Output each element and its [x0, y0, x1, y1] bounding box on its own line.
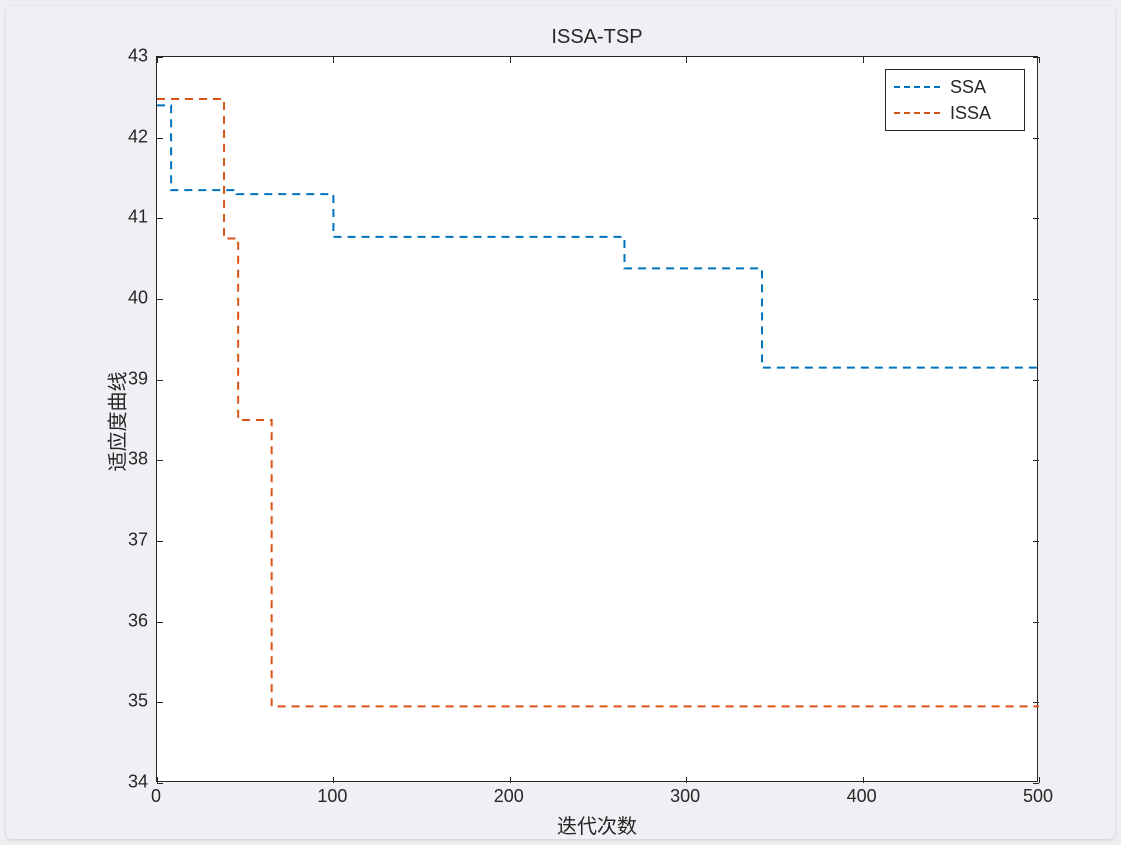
- y-tick-mark: [157, 702, 163, 703]
- x-tick-mark: [686, 777, 687, 783]
- x-tick-label: 500: [1023, 786, 1053, 807]
- x-tick-mark: [1039, 57, 1040, 63]
- y-tick-label: 34: [6, 772, 148, 793]
- y-axis-label: 适应度曲线: [102, 362, 131, 482]
- y-tick-mark: [1033, 460, 1039, 461]
- legend-label: ISSA: [950, 103, 991, 124]
- y-tick-mark: [1033, 783, 1039, 784]
- x-tick-mark: [863, 57, 864, 63]
- x-tick-mark: [510, 777, 511, 783]
- plot-area: SSA ISSA: [156, 56, 1038, 782]
- x-tick-label: 200: [494, 786, 524, 807]
- x-axis-label: 迭代次数: [156, 810, 1038, 839]
- y-tick-label: 41: [6, 207, 148, 228]
- y-tick-mark: [157, 218, 163, 219]
- x-tick-mark: [333, 57, 334, 63]
- y-tick-label: 43: [6, 46, 148, 67]
- y-tick-label: 42: [6, 126, 148, 147]
- x-tick-label: 100: [317, 786, 347, 807]
- y-tick-mark: [1033, 57, 1039, 58]
- series-svg: [157, 57, 1039, 783]
- chart-title: ISSA-TSP: [156, 26, 1038, 49]
- figure-canvas: ISSA-TSP SSA ISSA 0 100 200 300 400 500 34 35 36…: [6, 6, 1115, 839]
- x-tick-label: 300: [670, 786, 700, 807]
- y-tick-label: 35: [6, 691, 148, 712]
- y-tick-mark: [157, 783, 163, 784]
- y-tick-mark: [1033, 541, 1039, 542]
- y-tick-mark: [1033, 702, 1039, 703]
- x-tick-mark: [510, 57, 511, 63]
- figure-window: ISSA-TSP SSA ISSA 0 100 200 300 400 500 34 35 36…: [0, 0, 1121, 845]
- x-tick-mark: [686, 57, 687, 63]
- x-tick-mark: [863, 777, 864, 783]
- y-tick-mark: [157, 460, 163, 461]
- y-tick-mark: [1033, 218, 1039, 219]
- y-tick-mark: [157, 380, 163, 381]
- y-tick-mark: [157, 138, 163, 139]
- y-tick-mark: [157, 57, 163, 58]
- y-tick-mark: [157, 541, 163, 542]
- legend-item: ISSA: [894, 100, 1016, 126]
- y-tick-mark: [157, 299, 163, 300]
- y-tick-label: 37: [6, 530, 148, 551]
- y-tick-mark: [1033, 299, 1039, 300]
- legend-label: SSA: [950, 77, 986, 98]
- series-ssa: [157, 105, 1039, 367]
- y-tick-mark: [157, 622, 163, 623]
- x-tick-label: 400: [847, 786, 877, 807]
- legend-swatch: [894, 112, 940, 114]
- legend: SSA ISSA: [885, 69, 1025, 131]
- series-issa: [157, 99, 1039, 706]
- x-tick-mark: [1039, 777, 1040, 783]
- y-tick-label: 40: [6, 288, 148, 309]
- y-tick-mark: [1033, 622, 1039, 623]
- y-tick-label: 36: [6, 610, 148, 631]
- x-tick-mark: [333, 777, 334, 783]
- y-tick-mark: [1033, 138, 1039, 139]
- legend-item: SSA: [894, 74, 1016, 100]
- x-tick-label: 0: [151, 786, 161, 807]
- legend-swatch: [894, 86, 940, 88]
- y-tick-mark: [1033, 380, 1039, 381]
